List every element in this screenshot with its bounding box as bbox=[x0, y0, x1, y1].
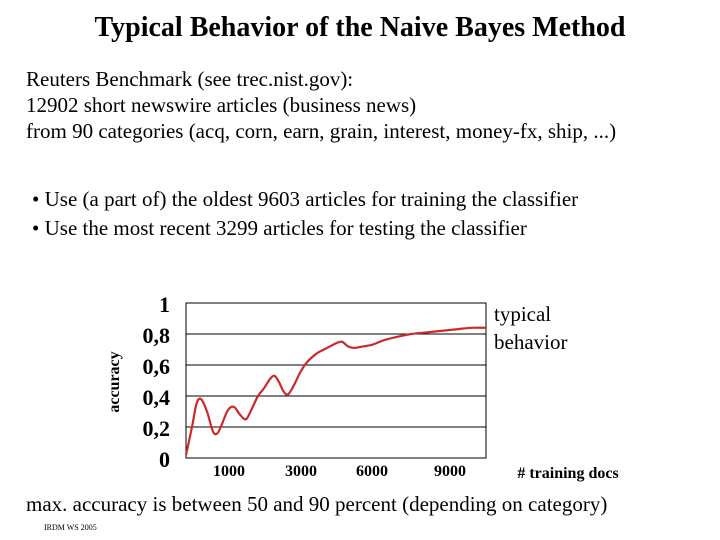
note-line: behavior bbox=[494, 330, 568, 354]
plot-frame bbox=[185, 302, 487, 459]
x-tick-label: 1000 bbox=[213, 463, 245, 480]
intro-line: Reuters Benchmark (see trec.nist.gov): bbox=[26, 67, 354, 91]
y-axis-label: accuracy bbox=[106, 351, 123, 413]
accuracy-curve bbox=[184, 326, 487, 456]
y-tick-label: 0,8 bbox=[143, 323, 171, 348]
x-axis-label: # training docs bbox=[517, 465, 618, 482]
course-credit: IRDM WS 2005 bbox=[44, 523, 97, 532]
y-tick-label: 0,2 bbox=[143, 416, 171, 441]
typical-behavior-note: typical behavior bbox=[494, 300, 567, 356]
y-tick-label: 0,6 bbox=[143, 354, 171, 379]
bullet-list: • Use (a part of) the oldest 9603 articl… bbox=[32, 185, 578, 243]
x-tick-label: 6000 bbox=[356, 463, 388, 480]
y-tick-label: 0 bbox=[159, 447, 170, 472]
bullet-item: • Use (a part of) the oldest 9603 articl… bbox=[32, 187, 579, 211]
y-tick-label: 0,4 bbox=[143, 385, 171, 410]
intro-text: Reuters Benchmark (see trec.nist.gov): 1… bbox=[26, 66, 616, 144]
y-tick-label: 1 bbox=[159, 292, 170, 317]
note-line: typical bbox=[494, 302, 552, 326]
x-tick-label: 3000 bbox=[285, 463, 317, 480]
intro-line: 12902 short newswire articles (business … bbox=[26, 93, 417, 117]
bullet-item: • Use the most recent 3299 articles for … bbox=[32, 216, 527, 240]
x-tick-label: 9000 bbox=[434, 463, 466, 480]
slide-title: Typical Behavior of the Naive Bayes Meth… bbox=[94, 12, 626, 43]
footer-text: max. accuracy is between 50 and 90 perce… bbox=[26, 492, 608, 516]
intro-line: from 90 categories (acq, corn, earn, gra… bbox=[26, 119, 617, 143]
